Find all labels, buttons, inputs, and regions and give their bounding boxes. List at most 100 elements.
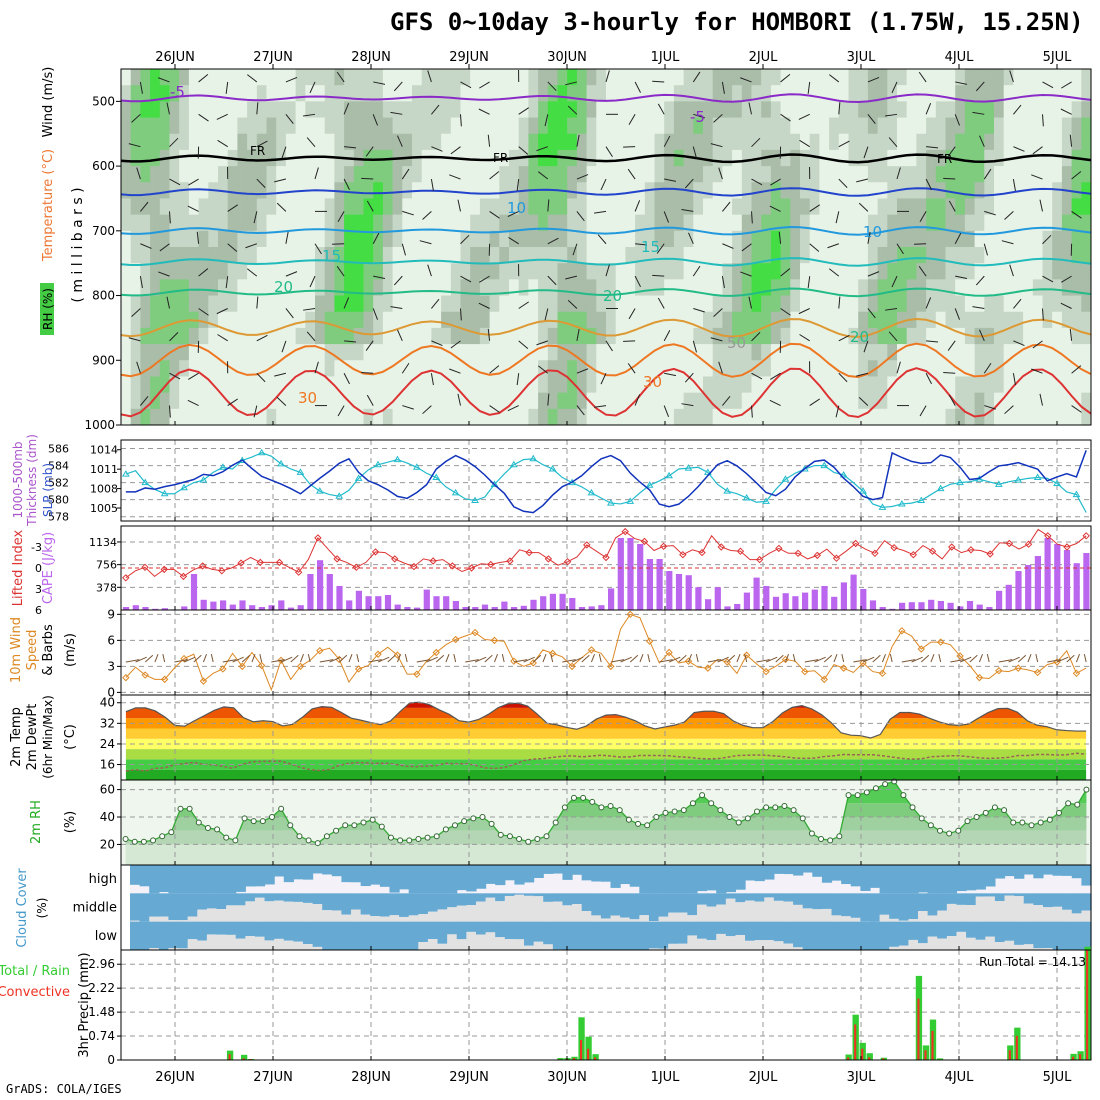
rh-shade-cell xyxy=(441,408,452,426)
rh-shade-cell xyxy=(208,311,219,329)
rh-shade-cell xyxy=(615,360,626,377)
cloud-cell xyxy=(648,893,660,922)
rh-shade-cell xyxy=(1003,133,1014,151)
rh-shade-cell xyxy=(363,376,374,394)
rh-shade-cell xyxy=(509,344,520,361)
rh-shade-cell xyxy=(955,230,966,248)
wind-barb-10m xyxy=(232,656,244,663)
rh-shade-cell xyxy=(130,230,141,248)
wind-barb xyxy=(344,146,357,149)
rh-shade-cell xyxy=(625,85,636,102)
run-total-label: Run Total = 14.13 xyxy=(979,955,1086,969)
rh-shade-cell xyxy=(867,247,879,264)
rh-shade-cell xyxy=(441,392,452,410)
rh-shade-cell xyxy=(528,360,539,377)
wind-speed-marker xyxy=(413,670,421,678)
li-marker xyxy=(698,548,706,557)
rh-shade-cell xyxy=(838,166,849,183)
rh-shade-cell xyxy=(897,295,908,313)
rh-shade-cell xyxy=(654,101,665,119)
rh-shade-cell xyxy=(140,182,151,199)
rh-shade-cell xyxy=(450,117,461,135)
cloud-cell xyxy=(226,865,237,894)
thickness-label-2: Thickness (dm) xyxy=(25,434,39,527)
cloud-cell xyxy=(918,921,929,944)
rh-shade-cell xyxy=(955,311,966,329)
wind-barb-10m xyxy=(784,654,789,663)
cloud-cell xyxy=(783,921,794,944)
rh-shade-cell xyxy=(538,327,549,345)
wind-tick-label: 3 xyxy=(107,659,115,673)
rh-shade-cell xyxy=(596,85,607,102)
rh-shade-cell xyxy=(285,327,297,345)
rh-shade-cell xyxy=(373,263,384,280)
rh-shade-cell xyxy=(867,327,879,345)
rh-shade-cell xyxy=(567,247,578,264)
wind-barb xyxy=(544,308,549,321)
rh2m-unit: (%) xyxy=(63,811,78,834)
cloud-gap xyxy=(850,917,861,922)
rh-shade-cell xyxy=(858,182,869,199)
rh-shade-cell xyxy=(1081,295,1092,313)
rh-shade-cell xyxy=(1042,279,1053,297)
rh-shade-cell xyxy=(722,85,733,102)
rh-shade-cell xyxy=(683,279,694,297)
li-marker xyxy=(198,562,207,570)
rh-marker xyxy=(323,833,330,840)
cloud-cell xyxy=(149,921,160,949)
rh-shade-cell xyxy=(547,198,558,216)
cloud-gap xyxy=(351,909,362,922)
wind-barb xyxy=(281,146,287,159)
rh-shade-cell xyxy=(169,69,180,86)
rh-shade-cell xyxy=(751,230,762,248)
rh-shade-cell xyxy=(935,344,946,361)
rh-shade-cell xyxy=(567,311,578,329)
cape-bar xyxy=(578,607,586,610)
cloud-gap xyxy=(216,909,227,922)
rh-shade-cell xyxy=(926,117,937,135)
cloud-cell xyxy=(331,893,343,911)
rh-shade-cell xyxy=(130,149,141,167)
rh-shade-cell xyxy=(1052,247,1063,264)
rh-shade-cell xyxy=(693,69,704,86)
rh-shade-cell xyxy=(567,85,578,102)
rh-shade-cell xyxy=(635,360,646,377)
rh-shade-cell xyxy=(276,182,287,199)
rh-shade-cell xyxy=(576,344,588,361)
rh-shade-cell xyxy=(635,263,646,280)
rh-shade-cell xyxy=(1003,263,1014,280)
rh-shade-cell xyxy=(1013,376,1024,394)
rh-shade-cell xyxy=(547,344,558,361)
wind-barb xyxy=(460,81,472,89)
rh-shade-cell xyxy=(829,263,840,280)
wind-barb xyxy=(713,113,723,123)
rh-shade-cell xyxy=(547,149,558,167)
wind-speed-marker xyxy=(277,656,285,665)
rh-shade-cell xyxy=(392,344,403,361)
rh-shade-cell xyxy=(431,408,442,426)
rh-shade-cell xyxy=(984,327,995,345)
date-label-top: 3JUL xyxy=(847,50,877,65)
rh-marker xyxy=(241,815,248,822)
rh-shade-cell xyxy=(780,149,791,167)
rh-shade-cell xyxy=(479,392,491,410)
rh-shade-cell xyxy=(576,198,588,216)
rh-marker xyxy=(616,807,623,814)
rh-shade-cell xyxy=(964,311,976,329)
wind-speed-marker xyxy=(801,667,809,676)
rh-marker xyxy=(223,834,230,841)
wind-barb xyxy=(1071,171,1082,180)
wind-barb xyxy=(397,329,403,342)
rh-shade-cell xyxy=(654,392,665,410)
rh-shade-cell xyxy=(528,133,539,151)
li-marker xyxy=(563,557,572,566)
rh-shade-cell xyxy=(159,311,170,329)
cloud-gap xyxy=(379,916,391,922)
rh-shade-cell xyxy=(169,101,180,119)
cloud-cell xyxy=(937,893,948,911)
rh-shade-cell xyxy=(295,392,306,410)
rh-shade-cell xyxy=(1023,279,1034,297)
rh-shade-cell xyxy=(644,344,655,361)
wind-barb xyxy=(751,178,763,186)
rh-shade-cell xyxy=(344,247,355,264)
